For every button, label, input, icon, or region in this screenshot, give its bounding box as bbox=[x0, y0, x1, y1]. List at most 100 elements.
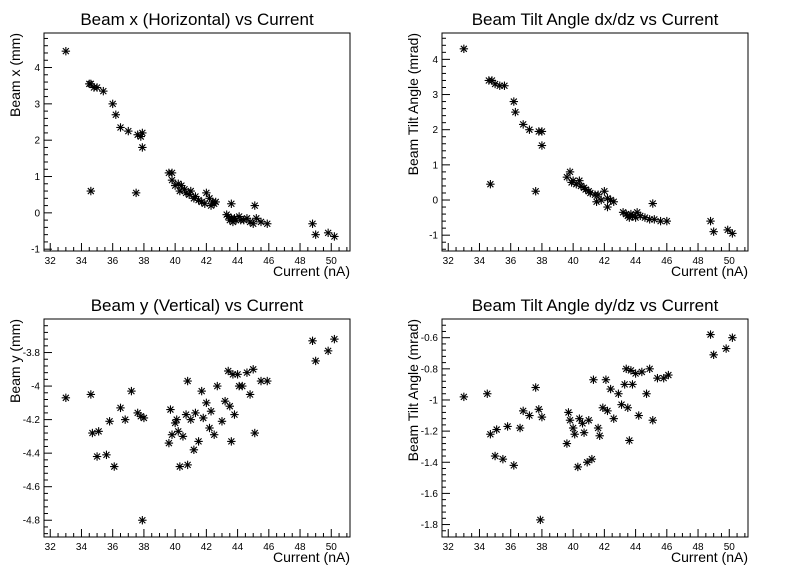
data-point bbox=[503, 422, 512, 431]
data-point bbox=[194, 437, 203, 446]
y-axis-label: Beam Tilt Angle (mrad) bbox=[405, 33, 421, 175]
data-point bbox=[330, 334, 339, 344]
y-tick-label: -4.4 bbox=[23, 449, 41, 460]
plot-panel-3: Beam y (Vertical) vs Current Current (nA)… bbox=[7, 296, 351, 565]
data-point bbox=[252, 214, 261, 223]
x-tick-label: 50 bbox=[724, 542, 736, 553]
data-point bbox=[94, 427, 103, 436]
data-point bbox=[609, 414, 618, 423]
x-tick-label: 32 bbox=[443, 256, 455, 267]
x-tick-label: 38 bbox=[536, 542, 548, 553]
data-point bbox=[518, 406, 528, 416]
data-point bbox=[183, 376, 192, 386]
y-tick-label: -3.8 bbox=[23, 348, 41, 359]
data-point bbox=[565, 416, 575, 425]
data-point bbox=[511, 107, 520, 117]
data-point bbox=[593, 423, 603, 433]
data-point bbox=[88, 428, 97, 438]
data-point bbox=[706, 216, 715, 226]
data-point bbox=[175, 462, 185, 471]
data-point bbox=[518, 120, 528, 129]
x-tick-label: 50 bbox=[724, 256, 736, 267]
x-axis-label: Current (nA) bbox=[671, 549, 748, 565]
data-point bbox=[617, 400, 626, 409]
data-point bbox=[598, 403, 608, 412]
data-point bbox=[631, 369, 640, 378]
x-axis-label: Current (nA) bbox=[671, 263, 748, 279]
y-tick-label: 0 bbox=[432, 196, 438, 207]
data-point bbox=[116, 123, 125, 132]
x-tick-label: 34 bbox=[76, 256, 88, 267]
data-point bbox=[99, 86, 108, 96]
y-tick-label: -1 bbox=[429, 231, 438, 242]
x-tick-label: 50 bbox=[326, 542, 338, 553]
data-point bbox=[648, 416, 657, 425]
data-point bbox=[167, 430, 177, 439]
data-point bbox=[509, 97, 519, 106]
data-point bbox=[86, 390, 96, 399]
data-point bbox=[227, 199, 236, 208]
data-point bbox=[483, 389, 492, 398]
x-tick-label: 44 bbox=[630, 256, 642, 267]
data-point bbox=[582, 458, 592, 467]
data-point bbox=[116, 403, 125, 413]
data-point bbox=[105, 417, 114, 426]
data-point bbox=[634, 411, 643, 420]
x-tick-label: 32 bbox=[443, 542, 455, 553]
data-point bbox=[230, 410, 239, 419]
data-point bbox=[308, 219, 317, 228]
x-tick-label: 46 bbox=[661, 256, 673, 267]
x-tick-label: 46 bbox=[661, 542, 673, 553]
data-point bbox=[124, 126, 133, 136]
data-point bbox=[565, 167, 575, 177]
y-tick-label: -4 bbox=[31, 382, 40, 393]
data-point bbox=[183, 460, 192, 470]
data-point bbox=[606, 384, 615, 394]
y-tick-label: -0.6 bbox=[421, 333, 439, 344]
data-point bbox=[537, 141, 547, 150]
data-point bbox=[206, 407, 216, 416]
data-point bbox=[562, 439, 572, 448]
data-point bbox=[728, 229, 737, 238]
data-point bbox=[92, 452, 102, 461]
data-point bbox=[209, 430, 219, 439]
data-point bbox=[199, 413, 208, 423]
data-point bbox=[61, 393, 71, 403]
x-tick-label: 32 bbox=[45, 542, 57, 553]
plot-panel-2: Beam Tilt Angle dx/dz vs Current Current … bbox=[405, 10, 749, 279]
data-point bbox=[311, 230, 320, 239]
x-tick-label: 36 bbox=[107, 542, 119, 553]
data-point bbox=[250, 201, 259, 210]
y-tick-label: -4.2 bbox=[23, 415, 41, 426]
x-tick-label: 38 bbox=[536, 256, 548, 267]
data-point bbox=[138, 128, 147, 138]
data-point bbox=[172, 415, 181, 424]
data-point bbox=[709, 227, 718, 236]
y-tick-label: -1 bbox=[31, 245, 40, 256]
data-point bbox=[205, 423, 214, 433]
data-point bbox=[189, 445, 199, 454]
data-point bbox=[490, 451, 500, 461]
data-point bbox=[578, 419, 587, 428]
data-point bbox=[138, 143, 147, 152]
data-point bbox=[263, 219, 272, 228]
data-point bbox=[211, 197, 220, 207]
data-point bbox=[459, 392, 469, 402]
y-tick-label: -1.6 bbox=[421, 489, 439, 500]
x-tick-label: 44 bbox=[630, 542, 642, 553]
data-point bbox=[164, 438, 174, 448]
x-tick-label: 46 bbox=[263, 542, 275, 553]
data-point bbox=[564, 408, 573, 417]
x-tick-label: 36 bbox=[107, 256, 119, 267]
data-point bbox=[227, 437, 236, 446]
data-point bbox=[515, 423, 525, 433]
y-tick-label: -4.8 bbox=[23, 516, 41, 527]
data-points bbox=[61, 334, 339, 525]
data-point bbox=[603, 202, 612, 212]
x-tick-label: 42 bbox=[201, 256, 213, 267]
data-point bbox=[525, 125, 534, 134]
data-point bbox=[723, 225, 732, 235]
data-point bbox=[537, 412, 547, 422]
y-tick-label: -1 bbox=[429, 395, 438, 406]
x-axis-label: Current (nA) bbox=[273, 549, 350, 565]
